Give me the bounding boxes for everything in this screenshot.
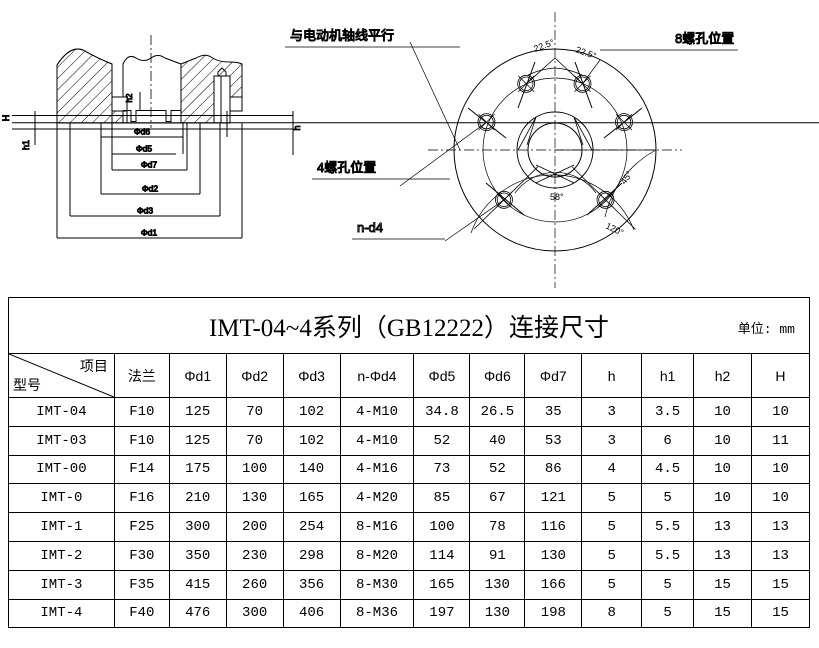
svg-text:与电动机轴线平行: 与电动机轴线平行 bbox=[290, 28, 394, 43]
svg-text:h1: h1 bbox=[21, 140, 31, 150]
svg-text:Φd6: Φd6 bbox=[134, 127, 151, 137]
svg-text:8螺孔位置: 8螺孔位置 bbox=[675, 31, 734, 46]
svg-text:H: H bbox=[1, 115, 11, 122]
svg-text:Φd5: Φd5 bbox=[136, 144, 153, 154]
svg-text:58°: 58° bbox=[550, 192, 564, 202]
svg-text:h: h bbox=[292, 125, 302, 130]
svg-text:4螺孔位置: 4螺孔位置 bbox=[317, 160, 376, 175]
svg-text:120°: 120° bbox=[604, 221, 625, 238]
svg-text:Φd2: Φd2 bbox=[142, 184, 159, 194]
svg-text:h2: h2 bbox=[125, 93, 134, 102]
svg-text:Φd1: Φd1 bbox=[141, 228, 158, 238]
svg-text:Φd3: Φd3 bbox=[137, 206, 154, 216]
svg-text:22.5°: 22.5° bbox=[574, 44, 598, 61]
svg-text:n-d4: n-d4 bbox=[357, 220, 383, 235]
svg-text:22.5°: 22.5° bbox=[532, 37, 556, 54]
svg-text:Φd7: Φd7 bbox=[141, 160, 158, 170]
